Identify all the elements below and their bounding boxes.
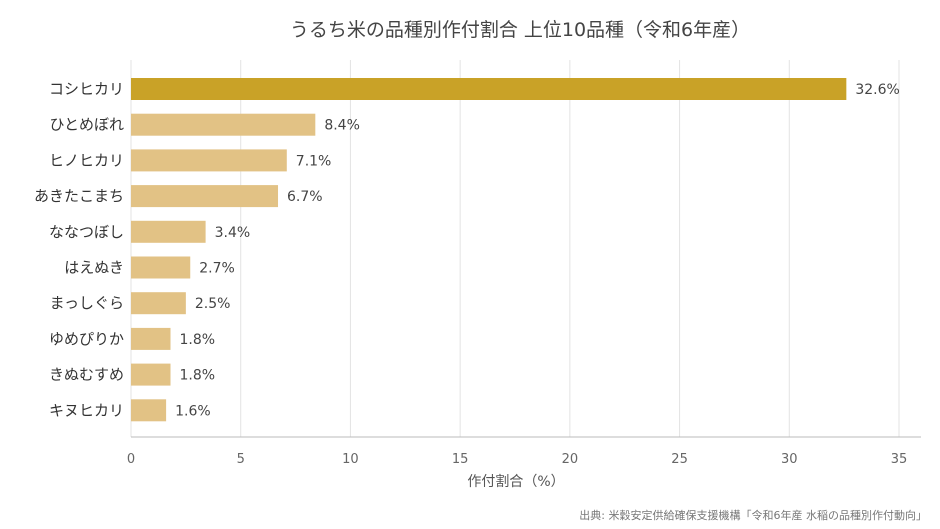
category-label: あきたこまち bbox=[34, 187, 124, 205]
x-tick-label: 0 bbox=[127, 452, 135, 467]
bar bbox=[131, 292, 186, 315]
x-tick-label: 25 bbox=[671, 452, 688, 467]
value-label: 1.8% bbox=[179, 368, 215, 384]
category-label: ヒノヒカリ bbox=[49, 151, 124, 169]
category-labels: コシヒカリひとめぼれヒノヒカリあきたこまちななつぼしはえぬきまっしぐらゆめぴりか… bbox=[34, 80, 124, 419]
category-label: ゆめぴりか bbox=[49, 330, 124, 348]
x-axis-label: 作付割合（%） bbox=[467, 473, 564, 490]
x-tick-label: 20 bbox=[562, 452, 579, 467]
category-label: きぬむすめ bbox=[49, 366, 124, 384]
bar bbox=[131, 327, 171, 350]
bar bbox=[131, 185, 279, 208]
bar bbox=[131, 113, 316, 136]
x-tick-label: 30 bbox=[781, 452, 798, 467]
source-note: 出典: 米穀安定供給確保支援機構「令和6年産 水稲の品種別作付動向」 bbox=[579, 508, 927, 522]
x-tick-label: 10 bbox=[342, 452, 359, 467]
x-tick-label: 35 bbox=[891, 452, 908, 467]
chart-title: うるち米の品種別作付割合 上位10品種（令和6年産） bbox=[290, 19, 750, 41]
value-labels: 32.6% 8.4% 7.1% 6.7% 3.4% 2.7% 2.5% 1.8% 1.8% 1.6… bbox=[175, 82, 900, 419]
value-label: 32.6% bbox=[855, 82, 899, 98]
category-label: コシヒカリ bbox=[49, 80, 124, 98]
category-label: はえぬき bbox=[64, 259, 124, 277]
value-label: 8.4% bbox=[324, 118, 360, 134]
bar bbox=[131, 256, 191, 279]
category-label: キヌヒカリ bbox=[49, 401, 124, 419]
bar bbox=[131, 399, 167, 422]
bar bbox=[131, 149, 287, 172]
value-label: 2.7% bbox=[199, 261, 235, 277]
value-label: 1.8% bbox=[179, 332, 215, 348]
category-label: ななつぼし bbox=[49, 223, 124, 241]
bar bbox=[131, 78, 847, 100]
bars bbox=[131, 78, 847, 422]
value-label: 7.1% bbox=[296, 153, 332, 169]
x-tick-label: 5 bbox=[237, 452, 245, 467]
category-label: ひとめぼれ bbox=[49, 116, 124, 134]
x-axis-ticks: 0 5 10 15 20 25 30 35 bbox=[127, 452, 907, 467]
value-label: 6.7% bbox=[287, 189, 323, 205]
x-tick-label: 15 bbox=[452, 452, 469, 467]
value-label: 3.4% bbox=[215, 225, 251, 241]
category-label: まっしぐら bbox=[50, 294, 124, 312]
bar bbox=[131, 220, 206, 243]
bar bbox=[131, 363, 171, 386]
value-label: 2.5% bbox=[195, 296, 231, 312]
value-label: 1.6% bbox=[175, 403, 211, 419]
